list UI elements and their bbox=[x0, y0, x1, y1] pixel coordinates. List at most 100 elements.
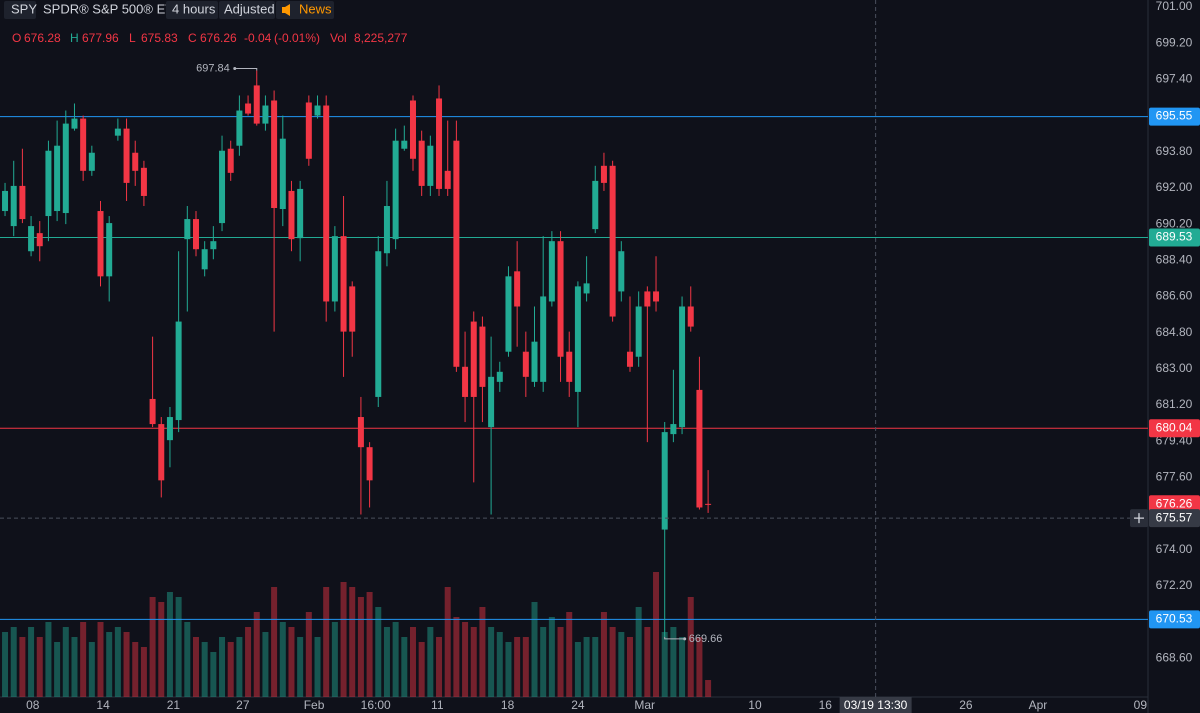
legend-h-value: 677.96 bbox=[82, 31, 119, 45]
volume-bar bbox=[488, 627, 495, 697]
volume-bar bbox=[71, 637, 78, 697]
volume-bar bbox=[583, 637, 590, 697]
candle-body bbox=[236, 110, 243, 146]
symbol[interactable]: SPY bbox=[11, 1, 37, 16]
volume-bar bbox=[62, 627, 69, 697]
candle-body bbox=[470, 321, 477, 397]
crosshair-x-badge bbox=[839, 697, 912, 713]
candle-body bbox=[114, 128, 121, 136]
volume-bar bbox=[192, 637, 199, 697]
last-price-badge bbox=[1149, 495, 1200, 514]
volume-bar bbox=[297, 637, 304, 697]
candle-body bbox=[557, 241, 564, 357]
high-dot bbox=[233, 67, 237, 71]
candle-body bbox=[62, 123, 69, 214]
candle-body bbox=[670, 424, 677, 435]
candle-body bbox=[357, 417, 364, 448]
volume-bar bbox=[236, 637, 243, 697]
interval-box[interactable] bbox=[166, 1, 218, 19]
volume-bar bbox=[375, 607, 382, 697]
interval[interactable]: 4 hours bbox=[172, 1, 216, 16]
candle-body bbox=[349, 286, 356, 332]
volume-bar bbox=[383, 627, 390, 697]
low-dot bbox=[683, 637, 687, 641]
volume-bar bbox=[462, 622, 469, 697]
volume-bar bbox=[418, 642, 425, 697]
candle-body bbox=[462, 366, 469, 397]
levels-layer bbox=[0, 116, 1148, 620]
candle-body bbox=[496, 371, 503, 382]
candle-body bbox=[54, 145, 61, 212]
candle-body bbox=[331, 236, 338, 302]
candle-body bbox=[531, 341, 538, 382]
news-icon[interactable] bbox=[282, 4, 290, 16]
volume-bar bbox=[401, 637, 408, 697]
news-box[interactable] bbox=[276, 1, 334, 19]
volume-bar bbox=[54, 642, 61, 697]
candle-body bbox=[696, 389, 703, 508]
legend-c-label: C bbox=[188, 31, 197, 45]
volume-bar bbox=[705, 680, 712, 697]
volume-bar bbox=[357, 597, 364, 697]
candle-body bbox=[262, 105, 269, 124]
y-tick-label: 688.40 bbox=[1156, 252, 1193, 266]
candle-body bbox=[600, 165, 607, 183]
volume-bar bbox=[392, 622, 399, 697]
candle-body bbox=[592, 180, 599, 230]
level-label: 670.53 bbox=[1156, 612, 1193, 626]
level-badge bbox=[1149, 228, 1200, 247]
candle-body bbox=[80, 118, 87, 171]
candle-body bbox=[36, 233, 43, 247]
y-tick-label: 684.80 bbox=[1156, 325, 1193, 339]
news[interactable]: News bbox=[299, 1, 332, 16]
candle-body bbox=[158, 424, 165, 481]
volume-bar bbox=[279, 622, 286, 697]
candle-body bbox=[479, 326, 486, 387]
volume-bar bbox=[514, 637, 521, 697]
volume-bar bbox=[635, 607, 642, 697]
add-alert-icon bbox=[1134, 513, 1144, 524]
candle-body bbox=[10, 185, 17, 227]
candle-body bbox=[28, 226, 35, 252]
candle-body bbox=[609, 165, 616, 317]
volume-bar bbox=[548, 617, 555, 697]
volume-bar bbox=[245, 627, 252, 697]
x-tick-label: Feb bbox=[304, 698, 325, 712]
candle-body bbox=[366, 447, 373, 481]
candle-body bbox=[210, 241, 217, 250]
volume-bar bbox=[36, 637, 43, 697]
volume-bar bbox=[566, 612, 573, 697]
candle-body bbox=[574, 286, 581, 392]
candle-body bbox=[514, 271, 521, 307]
volume-bar bbox=[288, 627, 295, 697]
candle-body bbox=[505, 276, 512, 352]
volume-bar bbox=[600, 612, 607, 697]
candle-body bbox=[401, 140, 408, 149]
volume-bar bbox=[227, 642, 234, 697]
candle-body bbox=[132, 152, 139, 171]
volume-bar bbox=[158, 602, 165, 697]
crosshair-y-label: 675.57 bbox=[1156, 510, 1193, 524]
candle-body bbox=[626, 351, 633, 367]
candle-body bbox=[106, 223, 113, 277]
candle-body bbox=[427, 145, 434, 186]
candle-body bbox=[2, 190, 9, 212]
candle-body bbox=[548, 241, 555, 302]
y-tick-label: 674.00 bbox=[1156, 542, 1193, 556]
volume-bar bbox=[97, 622, 104, 697]
candle-body bbox=[679, 306, 686, 428]
adjustment-box[interactable] bbox=[219, 1, 275, 19]
symbol-box[interactable] bbox=[4, 1, 36, 19]
volume-bar bbox=[696, 637, 703, 697]
volume-bar bbox=[687, 597, 694, 697]
volume-bar bbox=[132, 642, 139, 697]
adjustment[interactable]: Adjusted bbox=[224, 1, 275, 16]
volume-bar bbox=[262, 632, 269, 697]
crosshair-x-label: 03/19 13:30 bbox=[844, 698, 908, 712]
y-tick-label: 683.00 bbox=[1156, 361, 1193, 375]
candle-body bbox=[444, 170, 451, 189]
candle-body bbox=[279, 138, 286, 210]
